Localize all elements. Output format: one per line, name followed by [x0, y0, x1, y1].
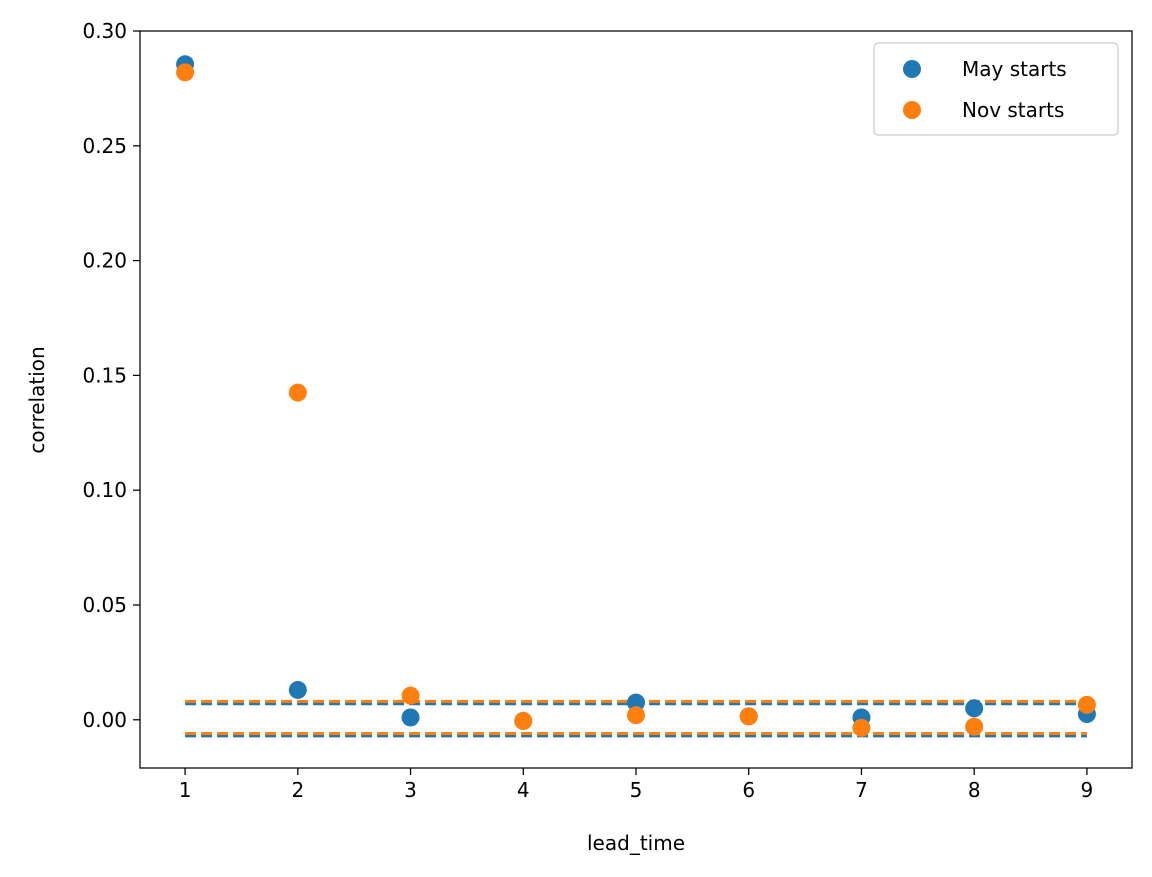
x-axis-ticks: 1 2 3 4 5 6 7 8 9: [179, 768, 1094, 802]
x-tick-label: 6: [742, 778, 755, 802]
point-may-starts: [288, 680, 307, 699]
point-nov-starts: [288, 383, 307, 402]
legend-label-nov-starts: Nov starts: [962, 98, 1064, 122]
point-nov-starts: [176, 63, 195, 82]
point-nov-starts: [627, 706, 645, 725]
y-tick-label: 0.30: [82, 19, 127, 43]
y-axis-ticks: 0.00 0.05 0.10 0.15 0.20 0.25 0.30: [82, 19, 140, 732]
y-tick-label: 0.10: [82, 478, 127, 502]
point-may-starts: [627, 693, 645, 712]
data-points: [176, 55, 1096, 737]
legend-box: [873, 42, 1119, 136]
x-tick-label: 7: [855, 778, 868, 802]
x-axis-label: lead_time: [587, 831, 685, 855]
legend-label-may-starts: May starts: [962, 57, 1067, 81]
point-may-starts: [965, 699, 984, 718]
x-tick-label: 1: [179, 778, 192, 802]
legend-marker-nov-starts: [903, 101, 921, 119]
x-tick-label: 8: [968, 778, 981, 802]
x-tick-label: 9: [1081, 778, 1094, 802]
y-axis-label: correlation: [25, 346, 49, 453]
y-tick-label: 0.25: [82, 134, 127, 158]
x-tick-label: 4: [517, 778, 530, 802]
legend: May starts Nov starts: [873, 42, 1119, 136]
x-tick-label: 3: [404, 778, 417, 802]
y-tick-label: 0.05: [82, 593, 127, 617]
y-tick-label: 0.00: [82, 708, 127, 732]
point-nov-starts: [401, 686, 420, 705]
x-tick-label: 5: [630, 778, 643, 802]
point-nov-starts: [514, 711, 533, 730]
point-nov-starts: [1077, 695, 1096, 714]
point-nov-starts: [965, 717, 984, 736]
legend-marker-may-starts: [903, 60, 921, 78]
x-tick-label: 2: [291, 778, 304, 802]
y-tick-label: 0.20: [82, 249, 127, 273]
plot-area: [140, 31, 1132, 768]
point-may-starts: [401, 708, 420, 727]
point-nov-starts: [852, 718, 871, 737]
point-nov-starts: [739, 707, 758, 726]
y-tick-label: 0.15: [82, 363, 127, 387]
